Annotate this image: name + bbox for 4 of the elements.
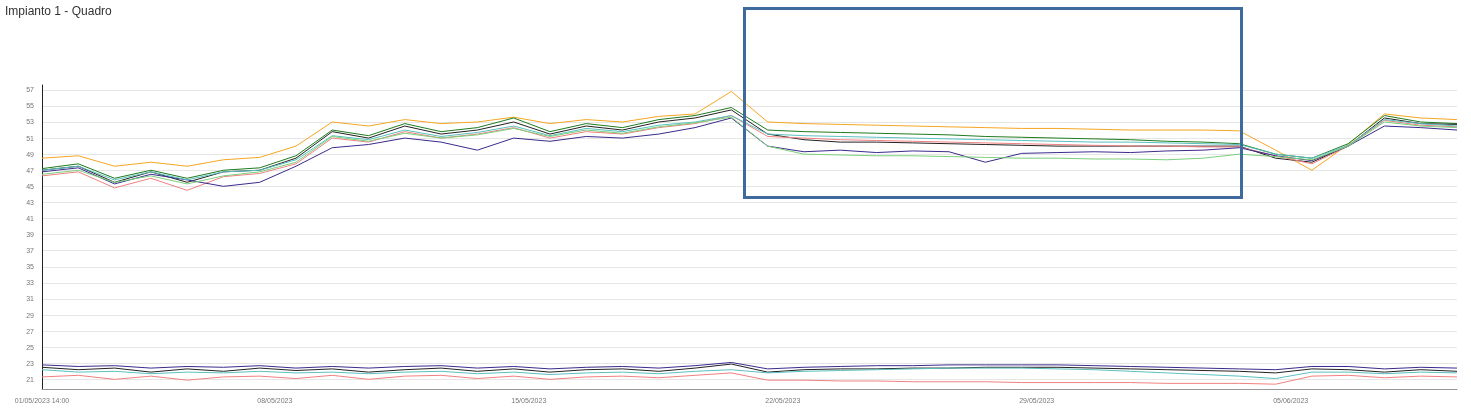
line-series bbox=[41, 90, 1458, 171]
line-series bbox=[41, 372, 1458, 385]
line-series bbox=[41, 367, 1458, 380]
chart-title: Impianto 1 - Quadro bbox=[5, 4, 113, 18]
